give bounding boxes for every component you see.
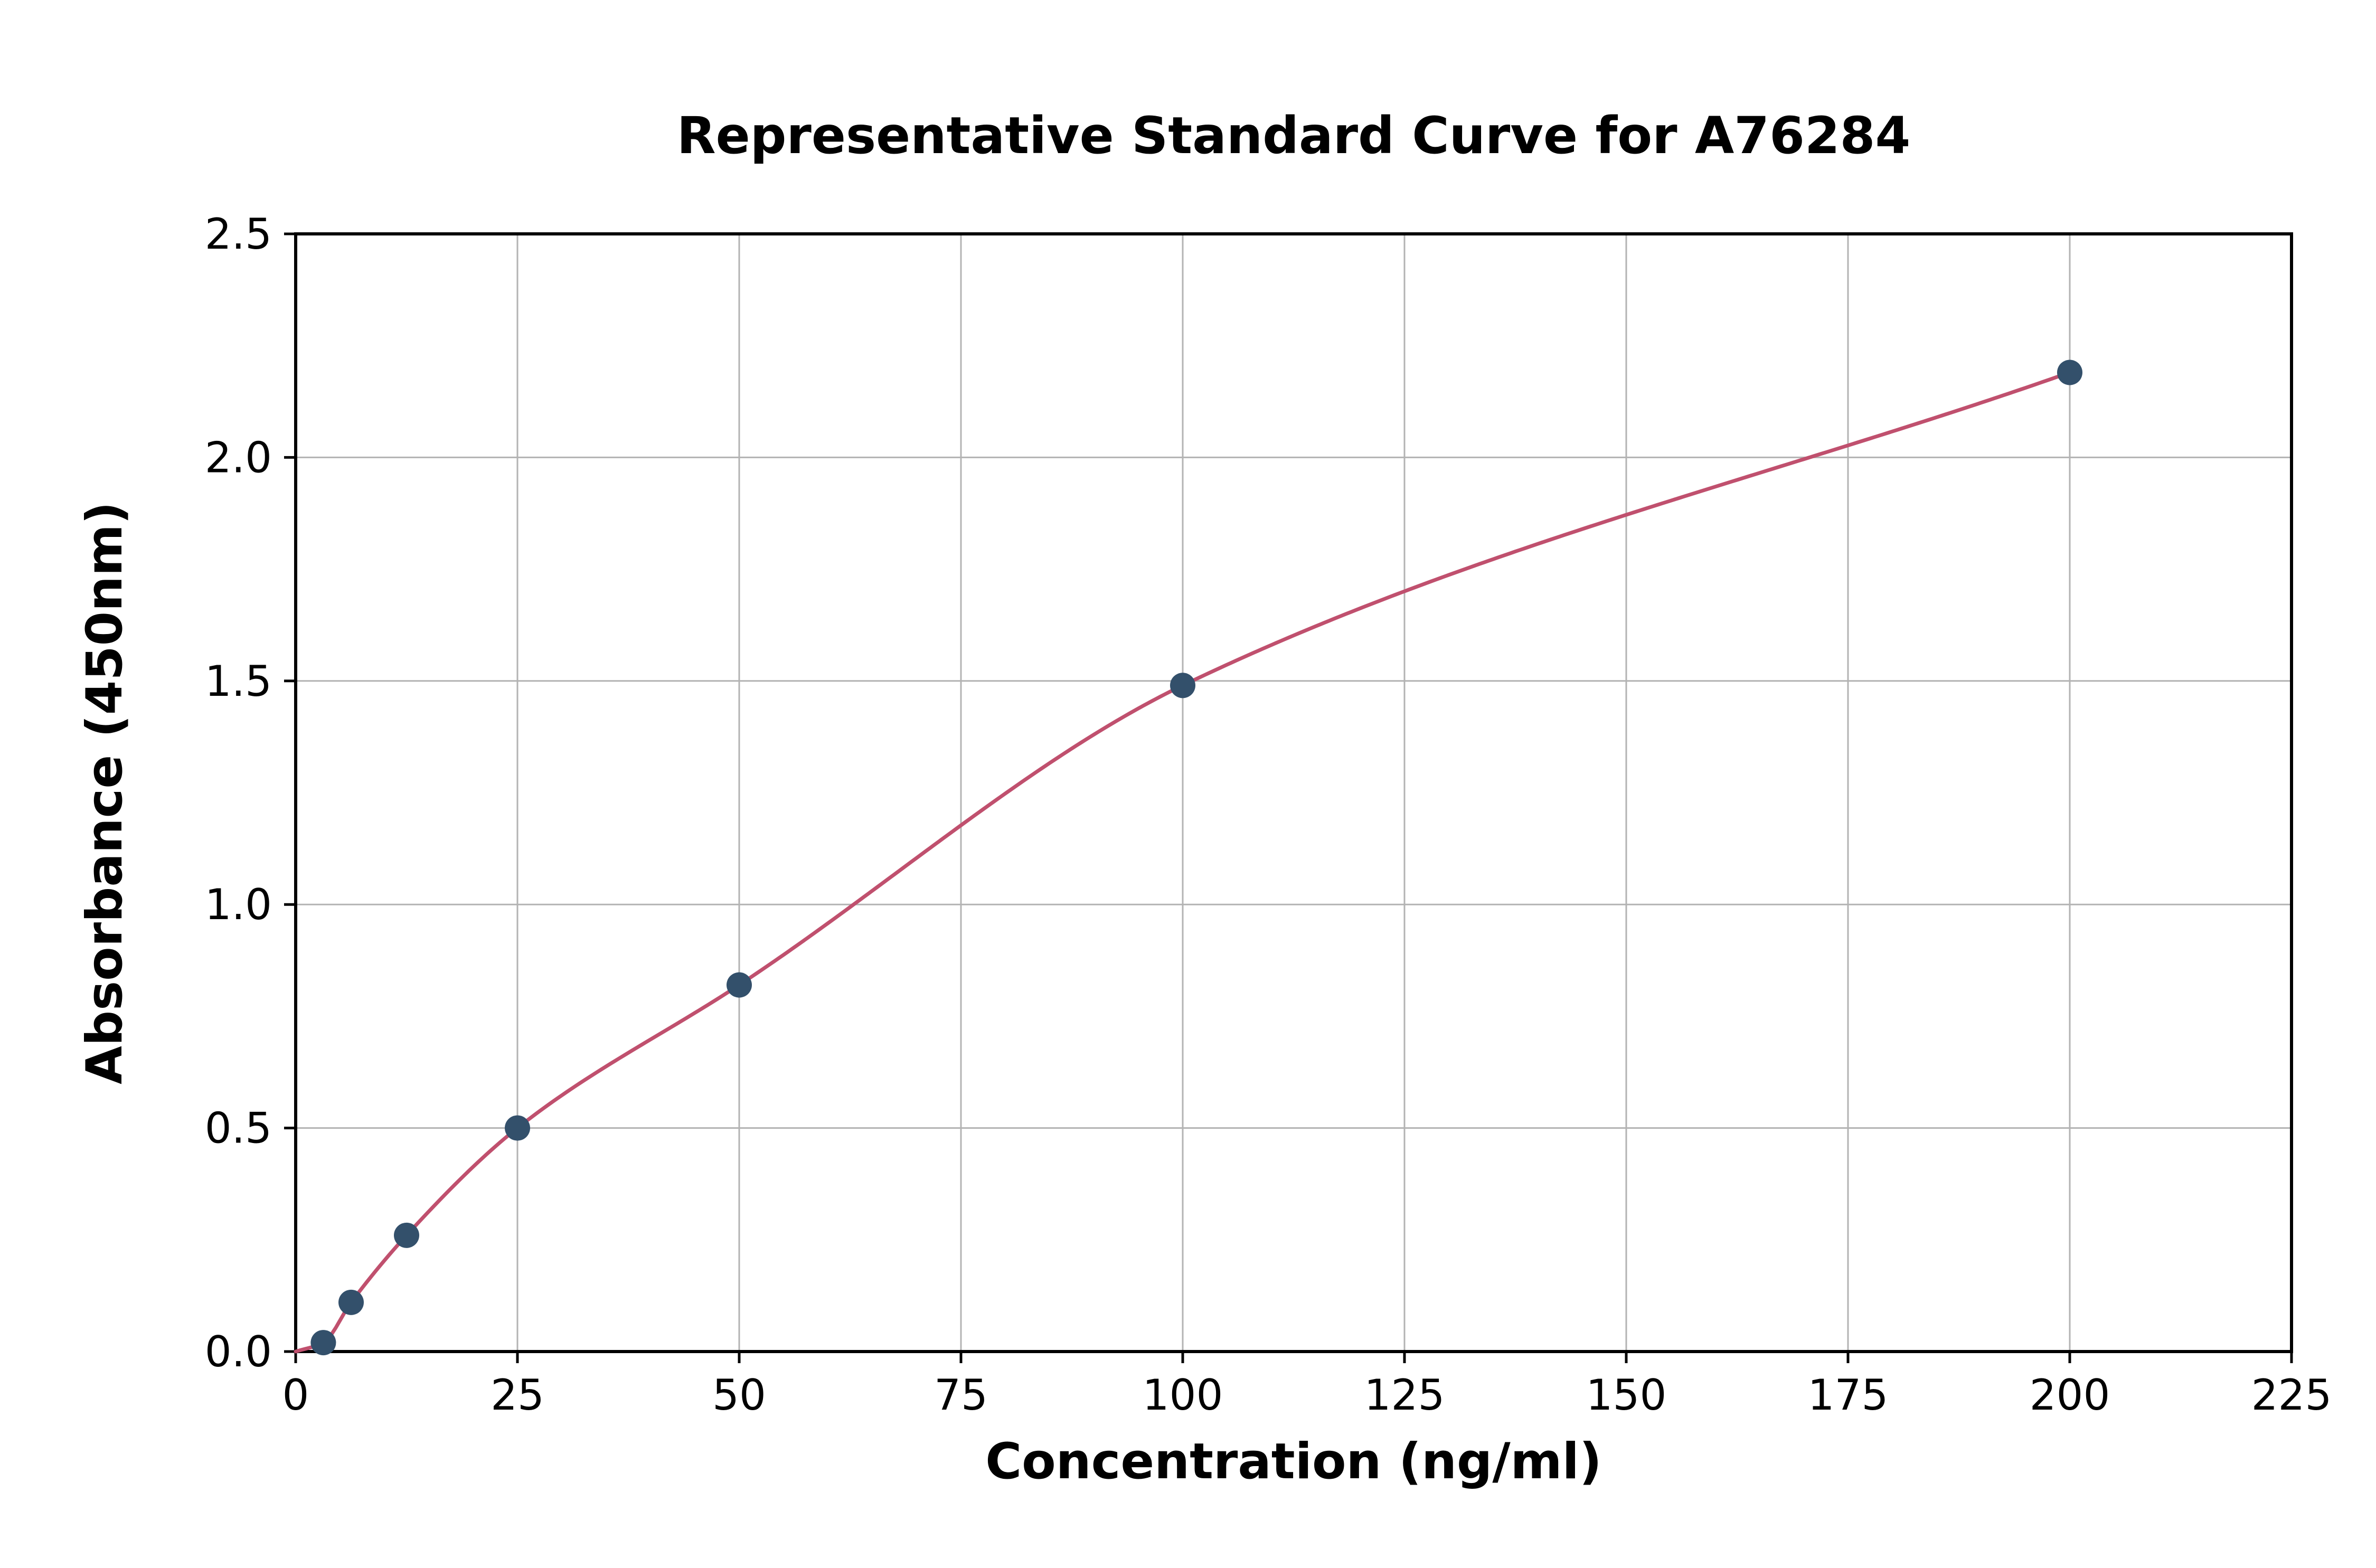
x-tick-label: 225	[2251, 1371, 2332, 1420]
x-tick-label: 75	[934, 1371, 988, 1420]
x-tick-label: 25	[491, 1371, 544, 1420]
x-tick-label: 150	[1586, 1371, 1667, 1420]
data-point	[2057, 360, 2082, 385]
data-point	[394, 1222, 419, 1248]
x-tick-label: 0	[282, 1371, 309, 1420]
y-tick-label: 0.5	[205, 1104, 272, 1153]
data-point	[310, 1330, 336, 1356]
x-tick-label: 175	[1808, 1371, 1889, 1420]
y-tick-label: 1.5	[205, 657, 272, 706]
y-tick-label: 0.0	[205, 1327, 272, 1376]
data-point	[338, 1289, 364, 1315]
x-tick-label: 100	[1143, 1371, 1223, 1420]
y-axis-label: Absorbance (450nm)	[76, 502, 134, 1084]
x-tick-label: 200	[2030, 1371, 2110, 1420]
x-axis-label: Concentration (ng/ml)	[985, 1433, 1602, 1490]
tick-marks	[284, 232, 2293, 1363]
data-points	[310, 360, 2082, 1356]
tick-labels: 0 25 50 75 100 125 150 175 200 225 0.0 0.5 1.0 1.5 2.0…	[205, 210, 2332, 1420]
x-tick-label: 125	[1364, 1371, 1445, 1420]
data-point	[727, 972, 752, 998]
chart-title: Representative Standard Curve for A76284	[677, 106, 1911, 165]
y-tick-label: 2.5	[205, 210, 272, 259]
y-tick-label: 1.0	[205, 880, 272, 929]
x-tick-label: 50	[712, 1371, 766, 1420]
y-tick-label: 2.0	[205, 433, 272, 482]
plot-border	[294, 232, 2293, 1353]
data-point	[505, 1115, 530, 1141]
data-point	[1170, 673, 1195, 698]
